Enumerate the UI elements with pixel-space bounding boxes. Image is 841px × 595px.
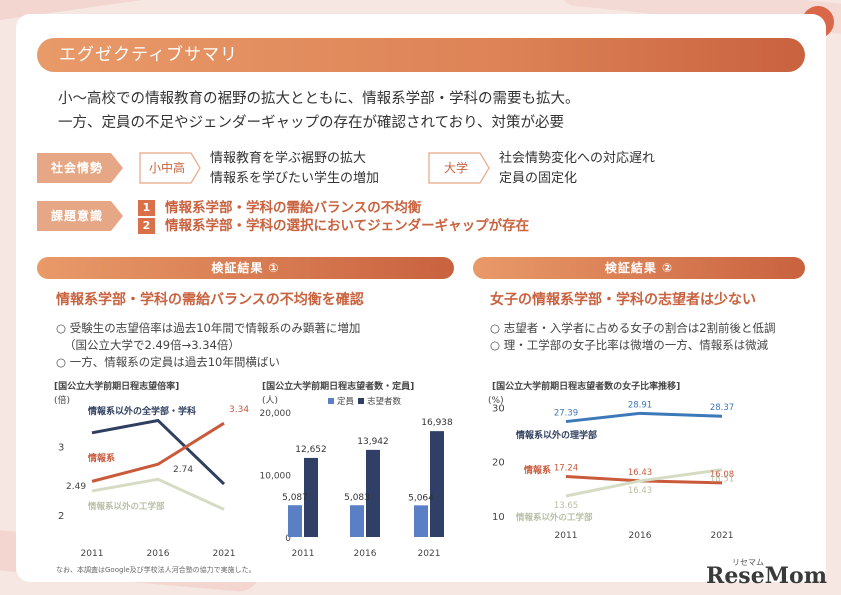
social-situation-tag: 社会情勢 [37, 153, 123, 183]
chart-2-ytick-1: 10,000 [260, 472, 292, 482]
chart-1-xtick-0: 2011 [81, 549, 104, 559]
result-1-heading: 情報系学部・学科の需給バランスの不均衡を確認 [56, 292, 364, 308]
issue-item-2: 2 情報系学部・学科の選択においてジェンダーギャップが存在 [138, 217, 529, 235]
chart-3-value-eng-1: 16.43 [628, 486, 652, 496]
intro-line-2: 一方、定員の不足やジェンダーギャップの存在が確認されており、対策が必要 [58, 115, 565, 131]
chart-2-legend-swatch-applicants [358, 398, 364, 404]
chart-2-bar-capacity-1 [350, 505, 364, 537]
chart-2-xtick-2: 2021 [418, 549, 441, 559]
chart-3-ytick-0: 30 [492, 403, 505, 414]
result-1-bullet-2: ○ 一方、情報系の定員は過去10年間横ばい [56, 355, 280, 369]
result-2-heading: 女子の情報系学部・学科の志望者は少ない [490, 292, 756, 308]
result-2-bar: 検証結果 ② [473, 257, 805, 279]
chart-1-ytick-0: 3 [58, 442, 64, 453]
issue-text-2: 情報系学部・学科の選択においてジェンダーギャップが存在 [165, 218, 530, 234]
chart-1-line-2 [91, 477, 225, 511]
intro-text: 小〜高校での情報教育の裾野の拡大とともに、情報系学部・学科の需要も拡大。 一方、… [58, 87, 580, 135]
chart-2: (人) 定員 志望者数 20,000 10,000 0 5,087 12,652 5,0… [260, 395, 454, 559]
chart-1-title: [国公立大学前期日程志望倍率] [54, 382, 180, 392]
school-line-2: 情報系を学びたい学生の増加 [210, 171, 380, 186]
issue-number-2: 2 [138, 218, 155, 234]
chart-2-legend-capacity: 定員 [337, 396, 355, 407]
chart-3-value-info-1: 16.43 [628, 468, 652, 478]
chart-3-value-eng-2: 18.51 [710, 475, 734, 485]
chart-1-xtick-1: 2016 [147, 549, 170, 559]
issue-text-1: 情報系学部・学科の需給バランスの不均衡 [165, 200, 422, 216]
chart-2-bar-applicants-0 [304, 457, 318, 537]
chart-2-label-capacity-2: 5,064 [408, 493, 434, 503]
chart-3-line-0 [565, 411, 723, 424]
chart-3-value-science-1: 28.91 [628, 400, 652, 410]
chart-1-series-label-2: 情報系 [87, 452, 115, 464]
page-title: エグゼクティブサマリ [37, 38, 805, 72]
chart-2-xtick-1: 2016 [354, 549, 377, 559]
chart-1-ytick-1: 2 [58, 511, 64, 522]
chart-2-bar-capacity-0 [288, 505, 302, 537]
chart-3-value-eng-0: 13.65 [554, 501, 578, 511]
school-description: 情報教育を学ぶ裾野の拡大 情報系を学びたい学生の増加 [210, 149, 379, 189]
chart-3-ytick-2: 10 [492, 512, 505, 523]
chart-1-series-label-1: 情報系以外の全学部・学科 [87, 405, 196, 417]
chart-2-bar-applicants-2 [430, 431, 444, 537]
chart-2-ytick-2: 0 [285, 534, 291, 544]
university-label: 大学 [428, 152, 490, 184]
chart-3-series-label-2: 情報系 [523, 464, 551, 476]
chart-3-xtick-2: 2021 [711, 531, 734, 541]
chart-1-ylabel: (倍) [54, 394, 70, 406]
chart-2-label-capacity-0: 5,087 [282, 493, 308, 503]
result-2-bullet-2: ○ 理・工学部の女子比率は微増の一方、情報系は微減 [490, 338, 769, 352]
chart-3-xtick-1: 2016 [629, 531, 652, 541]
mini-logo-text: リセマム [732, 558, 764, 567]
chart-3-ytick-1: 20 [492, 458, 505, 469]
school-line-1: 情報教育を学ぶ裾野の拡大 [210, 151, 367, 166]
issue-number-1: 1 [138, 200, 155, 216]
chart-3-value-info-2: 16.08 [710, 470, 734, 480]
chart-1-value-label-a: 3.34 [229, 405, 249, 415]
footnote: なお、本調査はGoogle及び学校法人河合塾の協力で実施した。 [56, 566, 256, 574]
result-2-bullet-1: ○ 志望者・入学者に占める女子の割合は2割前後と低調 [490, 321, 776, 335]
intro-line-1: 小〜高校での情報教育の裾野の拡大とともに、情報系学部・学科の需要も拡大。 [58, 91, 580, 107]
chart-3-value-science-0: 27.39 [554, 409, 578, 419]
chart-2-bar-applicants-1 [366, 449, 380, 537]
chart-2-label-applicants-1: 13,942 [357, 437, 389, 447]
chart-1-value-label-b: 2.74 [173, 465, 193, 475]
chart-3-line-2 [565, 468, 723, 498]
result-1-bar: 検証結果 ① [37, 257, 454, 279]
resemom-logo: ReseMom [706, 563, 827, 589]
chart-2-label-applicants-0: 12,652 [295, 445, 327, 455]
issue-tag: 課題意識 [37, 201, 123, 231]
result-1-bullet-1-detail: （国公立大学で2.49倍→3.34倍） [64, 338, 240, 352]
chart-3: (%) 30 20 10 情報系以外の理学部 情報系 情報系以外の工学部 27.39… [488, 396, 734, 541]
chart-3-value-science-2: 28.37 [710, 403, 734, 413]
university-description: 社会情勢変化への対応遅れ 定員の固定化 [499, 149, 655, 189]
chart-1-line-1 [91, 421, 225, 483]
chart-2-title: [国公立大学前期日程志望者数・定員] [262, 382, 415, 392]
chart-1-xtick-2: 2021 [213, 549, 236, 559]
chart-3-title: [国公立大学前期日程志望者数の女子比率推移] [492, 382, 681, 392]
chart-2-legend-applicants: 志望者数 [367, 396, 402, 407]
chart-2-label-capacity-1: 5,083 [344, 493, 370, 503]
university-line-1: 社会情勢変化への対応遅れ [499, 151, 656, 166]
chart-1-line-0 [91, 418, 226, 486]
chart-3-value-info-0: 17.24 [554, 464, 578, 474]
chart-2-label-applicants-2: 16,938 [421, 418, 453, 428]
chart-1: (倍) 3 2 情報系以外の全学部・学科 情報系 情報系以外の工学部 3.34 2… [54, 394, 249, 559]
chart-1-value-label-c: 2.49 [66, 482, 86, 492]
chart-3-series-label-1: 情報系以外の理学部 [515, 429, 597, 441]
chart-2-ylabel: (人) [262, 395, 278, 406]
chart-3-series-label-3: 情報系以外の工学部 [515, 512, 593, 523]
summary-card [16, 14, 826, 582]
school-label: 小中高 [139, 152, 201, 184]
result-1-bullet-1: ○ 受験生の志望倍率は過去10年間で情報系のみ顕著に増加 [56, 321, 361, 335]
chart-2-bar-capacity-2 [414, 505, 428, 537]
chart-2-ytick-0: 20,000 [260, 409, 292, 419]
chart-2-xtick-0: 2011 [292, 549, 315, 559]
university-line-2: 定員の固定化 [499, 171, 578, 186]
chart-1-series-label-3: 情報系以外の工学部 [87, 501, 165, 512]
chart-3-xtick-0: 2011 [555, 531, 578, 541]
chart-3-ylabel: (%) [488, 396, 504, 406]
chart-2-legend-swatch-capacity [328, 398, 334, 404]
issue-item-1: 1 情報系学部・学科の需給バランスの不均衡 [138, 199, 421, 217]
